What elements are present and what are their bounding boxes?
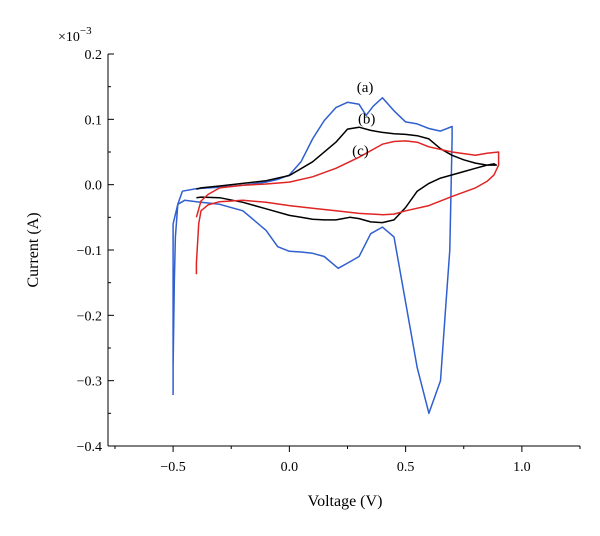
y-tick-label: 0.1 [85, 113, 103, 128]
curve-label-a: (a) [357, 80, 374, 96]
series-line-b [196, 126, 498, 224]
x-tick-label: 0.0 [281, 460, 299, 475]
y-tick-label: −0.2 [77, 309, 102, 324]
y-axis-title: Current (A) [25, 212, 42, 287]
x-tick-label: 0.5 [397, 460, 415, 475]
tick-layer: −0.4 −0.3 −0.2 −0.1 0.0 0.1 0.2 −0.5 0.0 0.5 1.0 [77, 48, 581, 475]
y-tick-label: 0.0 [85, 179, 103, 194]
multiplier-exponent: −3 [80, 25, 92, 37]
plot-frame [107, 54, 580, 447]
curve-label-b: (b) [358, 111, 376, 127]
y-tick-label: −0.3 [77, 375, 102, 390]
curve-label-c: (c) [352, 143, 369, 159]
series-line-a [172, 97, 453, 415]
series-line-c [195, 140, 500, 275]
annotation-layer: (a) (b) (c) [352, 80, 375, 159]
x-tick-label: 1.0 [513, 460, 531, 475]
multiplier-base: ×10 [58, 30, 80, 45]
y-tick-label: −0.1 [77, 244, 102, 259]
x-tick-label: −0.5 [160, 460, 185, 475]
x-axis-title: Voltage (V) [308, 493, 383, 510]
y-axis-multiplier: ×10−3 [58, 25, 92, 45]
y-tick-label: −0.4 [77, 440, 102, 455]
svg-text:×10−3: ×10−3 [58, 25, 92, 45]
series-layer [172, 97, 500, 415]
y-tick-label: 0.2 [85, 48, 103, 63]
